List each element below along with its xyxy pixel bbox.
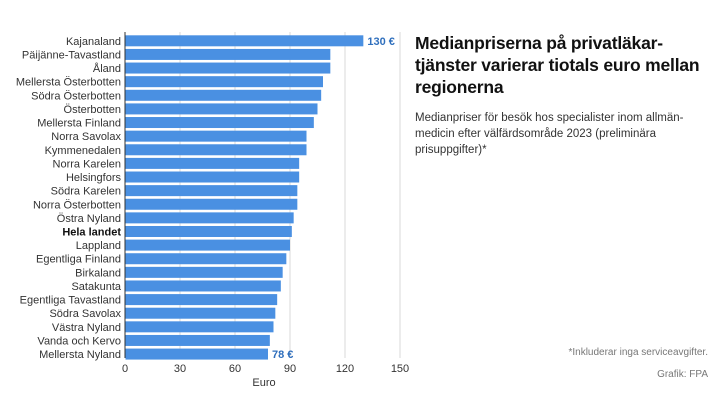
data-labels: 130 € 78 €: [272, 36, 395, 361]
category-label: Norra Österbotten: [33, 199, 121, 211]
chart-subtitle: Medianpriser för besök hos specialister …: [415, 112, 684, 156]
category-label: Södra Österbotten: [31, 90, 121, 102]
bar: [125, 157, 300, 169]
bar: [125, 103, 318, 115]
category-label: Östra Nyland: [57, 213, 121, 225]
x-tick-label: 60: [229, 363, 241, 375]
data-label: 78 €: [272, 349, 293, 361]
category-label: Åland: [93, 62, 121, 75]
bar: [125, 62, 331, 74]
bar: [125, 89, 322, 101]
category-label: Helsingfors: [66, 172, 122, 184]
category-label: Birkaland: [75, 267, 121, 279]
source-credit: Grafik: FPA: [657, 369, 708, 380]
chart-title: Medianpriserna på privatläkar-tjänster v…: [415, 33, 700, 97]
x-tick-label: 0: [122, 363, 128, 375]
bar: [125, 198, 298, 210]
x-tick-label: 90: [284, 363, 296, 375]
bar: [125, 171, 300, 183]
x-tick-label: 120: [336, 363, 354, 375]
x-tick-label: 30: [174, 363, 186, 375]
category-label: Västra Nyland: [52, 322, 121, 334]
bar: [125, 253, 287, 265]
bar: [125, 185, 298, 197]
category-label: Mellersta Finland: [37, 118, 121, 130]
data-label: 130 €: [367, 36, 395, 48]
bar: [125, 35, 364, 47]
bar: [125, 117, 314, 129]
bar: [125, 212, 294, 224]
bar: [125, 307, 276, 319]
bars: [125, 35, 364, 360]
footnote: *Inkluderar inga serviceavgifter.: [568, 347, 708, 358]
category-label: Norra Karelen: [53, 158, 121, 170]
bar: [125, 294, 278, 306]
category-label: Mellersta Nyland: [39, 349, 121, 361]
category-label: Vanda och Kervo: [37, 335, 121, 347]
bar: [125, 76, 323, 88]
bar: [125, 48, 331, 60]
category-label: Norra Savolax: [51, 131, 121, 143]
bar: [125, 144, 307, 156]
category-label: Mellersta Österbotten: [16, 77, 121, 89]
category-label: Österbotten: [64, 104, 121, 116]
category-label: Päijänne-Tavastland: [22, 49, 121, 61]
category-label: Kajanaland: [66, 36, 121, 48]
x-axis-title: Euro: [252, 377, 275, 389]
bar: [125, 266, 283, 278]
category-label: Satakunta: [71, 281, 121, 293]
bar: [125, 348, 268, 360]
bar: [125, 334, 270, 346]
category-label: Hela landet: [62, 226, 121, 238]
bar: [125, 239, 290, 251]
category-label: Lappland: [76, 240, 121, 252]
bar: [125, 225, 292, 237]
category-label: Södra Savolax: [49, 308, 121, 320]
category-label: Kymmenedalen: [45, 145, 121, 157]
bar: [125, 321, 274, 333]
x-axis-ticks: 0 30 60 90 120 150: [122, 363, 409, 375]
category-label: Södra Karelen: [51, 186, 121, 198]
bar: [125, 130, 307, 142]
x-tick-label: 150: [391, 363, 409, 375]
category-label: Egentliga Finland: [36, 254, 121, 266]
category-label: Egentliga Tavastland: [20, 295, 121, 307]
bar: [125, 280, 281, 292]
